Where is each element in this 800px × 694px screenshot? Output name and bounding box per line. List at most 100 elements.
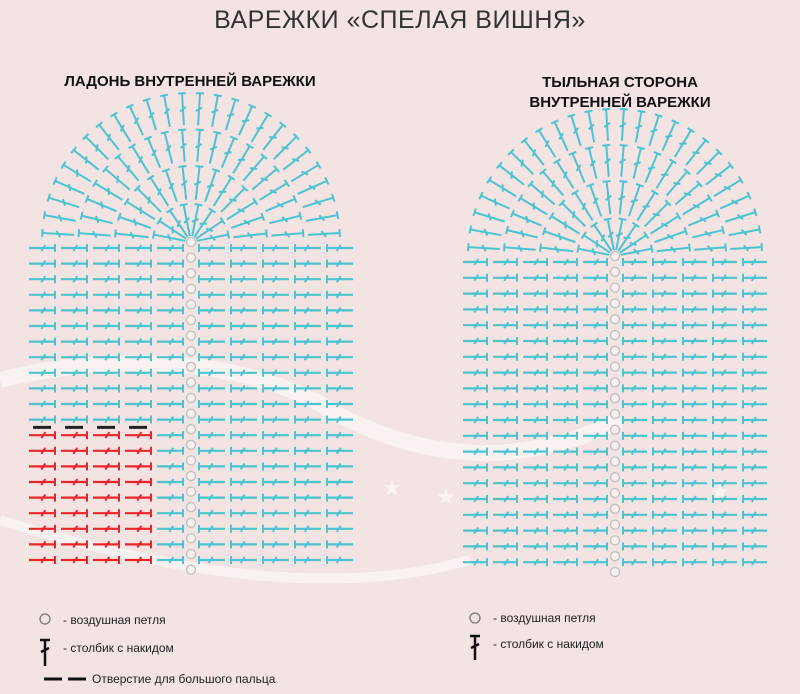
dc-stitch	[271, 229, 305, 238]
dc-stitch	[713, 176, 744, 198]
dc-stitch	[724, 208, 758, 223]
dc-stitch	[297, 176, 330, 195]
dc-stitch	[198, 400, 225, 408]
dc-stitch	[712, 321, 737, 330]
dc-stitch	[553, 510, 578, 519]
dc-stitch	[622, 447, 647, 456]
back-panel-title-line2: ВНУТРЕННЕЙ ВАРЕЖКИ	[529, 94, 711, 111]
dc-stitch	[230, 244, 257, 252]
dc-stitch	[719, 191, 752, 210]
dc-stitch	[652, 510, 677, 519]
dc-stitch	[682, 526, 707, 535]
dc-stitch	[233, 229, 268, 239]
dc-stitch	[463, 273, 488, 282]
chain-stitch	[185, 517, 197, 528]
thumb-stitch	[125, 462, 152, 471]
dc-stitch	[541, 227, 576, 244]
dc-stitch	[463, 542, 488, 551]
dc-stitch	[95, 121, 120, 151]
dc-stitch	[553, 542, 578, 551]
dc-stitch	[326, 337, 353, 346]
dc-stitch	[652, 479, 677, 488]
dc-stitch	[326, 244, 353, 252]
dc-stitch	[539, 243, 574, 254]
dc-stitch	[230, 524, 257, 533]
dc-stitch	[463, 416, 488, 424]
dc-stitch	[198, 244, 225, 252]
dc-stitch	[553, 416, 578, 424]
dc-stitch	[553, 558, 578, 567]
background-swirl-path	[0, 355, 624, 461]
dc-stitch	[294, 290, 321, 299]
dc-stitch	[294, 353, 321, 362]
dc-stitch	[230, 478, 257, 486]
dc-stitch	[269, 211, 303, 225]
dc-stitch	[523, 273, 548, 282]
dc-stitch	[712, 384, 737, 393]
dc-stitch	[712, 510, 737, 519]
dc-stitch	[29, 400, 56, 408]
dc-stitch	[196, 230, 231, 242]
dc-stitch	[742, 337, 767, 345]
dc-stitch	[682, 305, 707, 314]
dc-stitch	[282, 146, 312, 171]
thumb-stitch	[125, 493, 152, 502]
dc-stitch	[493, 321, 518, 330]
dc-stitch	[198, 322, 225, 330]
dc-stitch	[262, 462, 289, 471]
dc-stitch	[652, 431, 677, 440]
dc-stitch	[46, 193, 80, 209]
dc-stitch	[326, 556, 353, 564]
dc-stitch	[157, 322, 184, 330]
dc-stitch	[586, 182, 603, 217]
dc-stitch	[523, 368, 548, 377]
dc-stitch	[493, 258, 518, 266]
dc-stitch	[125, 244, 152, 252]
dc-stitch	[742, 463, 767, 472]
dc-stitch	[294, 524, 321, 533]
dc-stitch	[523, 479, 548, 488]
dc-stitch	[224, 97, 240, 131]
dc-stitch	[602, 144, 611, 177]
dc-stitch	[583, 273, 608, 282]
thumb-stitch	[125, 478, 152, 486]
thumb-stitch	[125, 540, 152, 549]
dc-stitch	[622, 305, 647, 314]
dc-stitch	[29, 306, 56, 315]
dc-stitch	[505, 225, 538, 239]
dc-stitch	[29, 244, 56, 252]
dc-stitch	[632, 146, 646, 179]
dc-stitch	[622, 463, 647, 472]
dc-stitch	[682, 400, 707, 409]
dc-stitch	[82, 133, 109, 160]
dc-stitch	[615, 217, 627, 251]
dc-stitch	[463, 337, 488, 345]
dc-stitch	[230, 290, 257, 299]
chain-stitch	[185, 299, 197, 310]
dc-stitch	[326, 353, 353, 362]
thumb-stitch	[29, 446, 56, 455]
dc-stitch	[262, 259, 289, 268]
dc-stitch	[478, 191, 511, 210]
dc-stitch	[463, 526, 488, 535]
dc-stitch	[742, 384, 767, 393]
dc-stitch	[539, 168, 565, 197]
dc-stitch	[742, 558, 767, 567]
dc-stitch	[93, 337, 120, 346]
dc-stitch	[523, 510, 548, 519]
dc-stitch	[583, 416, 608, 424]
dc-stitch	[262, 509, 289, 518]
dc-stitch	[493, 510, 518, 519]
dc-stitch	[463, 495, 488, 503]
dc-stitch	[123, 197, 156, 221]
dc-stitch	[622, 526, 647, 535]
dc-stitch	[712, 542, 737, 551]
dc-stitch	[326, 368, 353, 377]
legend-right-dc-label: - столбик с накидом	[493, 637, 604, 651]
dc-stitch	[682, 352, 707, 361]
dc-stitch	[198, 353, 225, 362]
dc-stitch	[220, 135, 239, 168]
dc-stitch	[29, 353, 56, 362]
dc-stitch	[125, 306, 152, 315]
